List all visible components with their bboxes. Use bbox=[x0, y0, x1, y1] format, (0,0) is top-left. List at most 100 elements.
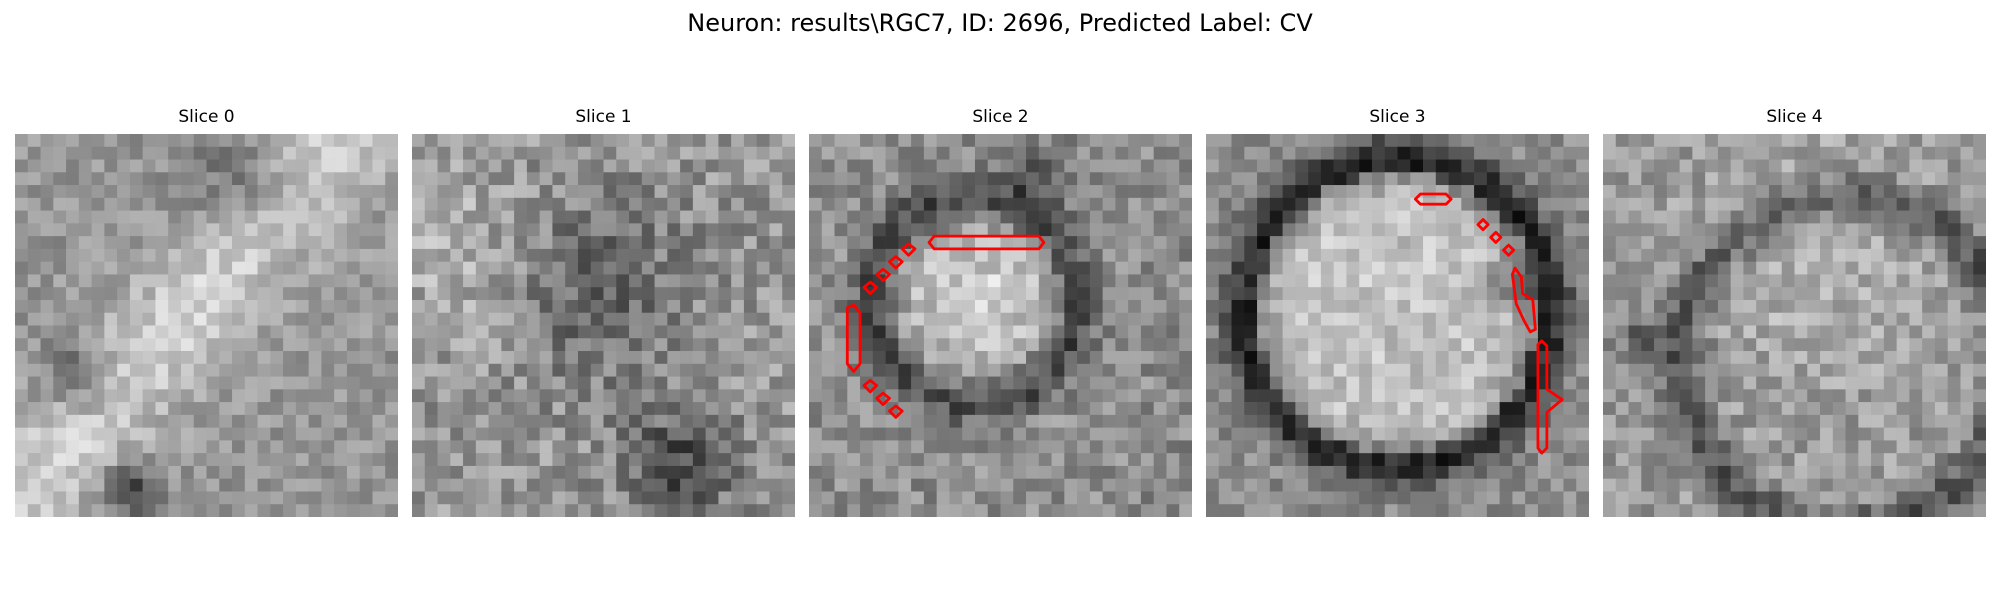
image-pixel bbox=[1909, 351, 1923, 365]
image-pixel bbox=[1166, 287, 1180, 301]
image-pixel bbox=[488, 185, 502, 199]
image-pixel bbox=[731, 299, 745, 313]
image-pixel bbox=[359, 453, 373, 467]
image-pixel bbox=[1179, 414, 1192, 428]
image-pixel bbox=[603, 274, 617, 288]
image-pixel bbox=[987, 287, 1001, 301]
image-pixel bbox=[743, 172, 757, 186]
image-pixel bbox=[91, 172, 105, 186]
image-pixel bbox=[577, 248, 591, 262]
image-pixel bbox=[1244, 274, 1258, 288]
image-pixel bbox=[898, 223, 912, 237]
image-pixel bbox=[346, 185, 360, 199]
image-pixel bbox=[1679, 146, 1693, 160]
image-pixel bbox=[1333, 236, 1347, 250]
image-pixel bbox=[1550, 299, 1564, 313]
image-pixel bbox=[424, 236, 438, 250]
image-pixel bbox=[1883, 236, 1897, 250]
image-pixel bbox=[1397, 274, 1411, 288]
image-pixel bbox=[962, 338, 976, 352]
image-pixel bbox=[1820, 402, 1834, 416]
image-pixel bbox=[244, 274, 258, 288]
image-pixel bbox=[308, 172, 322, 186]
image-pixel bbox=[308, 465, 322, 479]
image-pixel bbox=[155, 274, 169, 288]
image-pixel bbox=[1128, 325, 1142, 339]
image-pixel bbox=[1692, 376, 1706, 390]
image-pixel bbox=[142, 134, 156, 148]
image-pixel bbox=[15, 236, 29, 250]
image-pixel bbox=[834, 197, 848, 211]
image-pixel bbox=[346, 146, 360, 160]
image-pixel bbox=[412, 414, 426, 428]
image-pixel bbox=[692, 274, 706, 288]
image-pixel bbox=[1781, 465, 1795, 479]
image-pixel bbox=[78, 351, 92, 365]
image-pixel bbox=[1666, 236, 1680, 250]
image-pixel bbox=[1934, 287, 1948, 301]
image-pixel bbox=[1960, 440, 1974, 454]
image-pixel bbox=[782, 427, 795, 441]
image-pixel bbox=[475, 236, 489, 250]
image-pixel bbox=[603, 325, 617, 339]
image-pixel bbox=[1064, 210, 1078, 224]
image-pixel bbox=[450, 236, 464, 250]
image-pixel bbox=[565, 363, 579, 377]
image-pixel bbox=[117, 351, 131, 365]
image-pixel bbox=[821, 299, 835, 313]
image-pixel bbox=[962, 478, 976, 492]
image-pixel bbox=[526, 312, 540, 326]
image-pixel bbox=[936, 453, 950, 467]
image-pixel bbox=[731, 134, 745, 148]
image-pixel bbox=[1333, 389, 1347, 403]
image-pixel bbox=[1000, 236, 1014, 250]
image-pixel bbox=[1128, 185, 1142, 199]
image-pixel bbox=[270, 440, 284, 454]
image-pixel bbox=[1628, 312, 1642, 326]
image-pixel bbox=[898, 363, 912, 377]
image-pixel bbox=[680, 351, 694, 365]
image-pixel bbox=[1486, 389, 1500, 403]
image-pixel bbox=[1153, 325, 1167, 339]
image-pixel bbox=[412, 159, 426, 173]
image-pixel bbox=[53, 248, 67, 262]
image-pixel bbox=[1038, 389, 1052, 403]
image-pixel bbox=[769, 351, 783, 365]
image-pixel bbox=[232, 261, 246, 275]
image-pixel bbox=[501, 274, 515, 288]
image-pixel bbox=[1973, 427, 1986, 441]
image-pixel bbox=[962, 146, 976, 160]
image-pixel bbox=[1013, 236, 1027, 250]
image-pixel bbox=[1525, 172, 1539, 186]
image-pixel bbox=[1308, 351, 1322, 365]
image-pixel bbox=[911, 491, 925, 505]
image-pixel bbox=[1730, 389, 1744, 403]
image-pixel bbox=[1615, 402, 1629, 416]
image-pixel bbox=[142, 287, 156, 301]
image-pixel bbox=[654, 223, 668, 237]
image-pixel bbox=[1397, 210, 1411, 224]
image-pixel bbox=[488, 363, 502, 377]
image-pixel bbox=[1013, 465, 1027, 479]
image-pixel bbox=[923, 389, 937, 403]
image-pixel bbox=[1909, 197, 1923, 211]
image-pixel bbox=[552, 427, 566, 441]
image-pixel bbox=[78, 491, 92, 505]
image-pixel bbox=[1896, 134, 1910, 148]
image-pixel bbox=[526, 504, 540, 517]
image-pixel bbox=[1474, 325, 1488, 339]
image-pixel bbox=[923, 261, 937, 275]
image-pixel bbox=[206, 172, 220, 186]
image-pixel bbox=[1231, 236, 1245, 250]
image-pixel bbox=[219, 223, 233, 237]
image-pixel bbox=[1666, 440, 1680, 454]
image-pixel bbox=[232, 274, 246, 288]
image-pixel bbox=[142, 146, 156, 160]
image-pixel bbox=[1705, 504, 1719, 517]
image-pixel bbox=[539, 236, 553, 250]
image-pixel bbox=[1206, 210, 1220, 224]
image-pixel bbox=[1603, 223, 1617, 237]
image-pixel bbox=[66, 402, 80, 416]
image-pixel bbox=[1563, 197, 1577, 211]
image-pixel bbox=[1410, 299, 1424, 313]
